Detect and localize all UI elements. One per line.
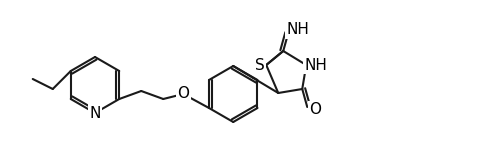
Text: NH: NH [305,58,328,73]
Text: S: S [255,58,265,73]
Text: N: N [89,105,101,120]
Text: O: O [309,102,321,117]
Text: O: O [177,86,189,102]
Text: NH: NH [287,22,310,37]
